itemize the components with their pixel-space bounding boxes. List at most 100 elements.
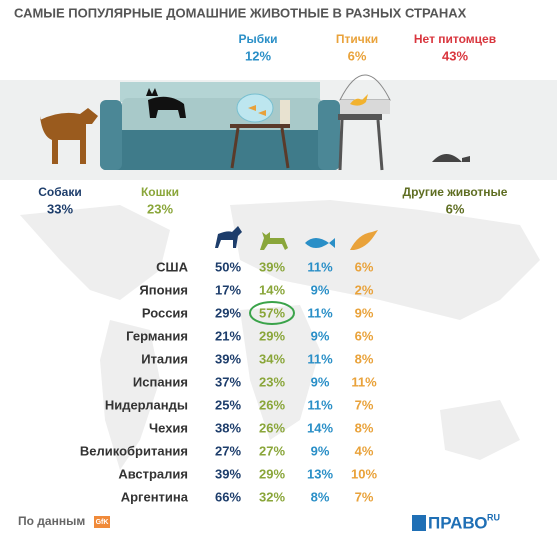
decoration [339, 74, 391, 101]
pet-share: 6% [348, 48, 367, 63]
country: Россия [142, 305, 188, 320]
pet-percent: 6% [355, 259, 374, 274]
pet-percent: 11% [307, 259, 333, 274]
decoration [376, 119, 384, 171]
pet-percent: 34% [259, 351, 285, 366]
decoration [248, 105, 266, 116]
pet-percent: 29% [259, 328, 285, 343]
decoration [280, 127, 290, 169]
pet-percent: 6% [355, 328, 374, 343]
pet-percent: 9% [355, 305, 374, 320]
decoration [100, 320, 160, 470]
pet-percent: 8% [355, 351, 374, 366]
pet-percent: 11% [307, 305, 333, 320]
pet-percent: 13% [307, 466, 333, 481]
pet-share: 43% [442, 48, 468, 63]
pet-percent: 39% [259, 259, 285, 274]
pet-share: 6% [446, 201, 465, 216]
decoration [20, 205, 170, 300]
pet-percent: 8% [355, 420, 374, 435]
decoration [100, 130, 340, 170]
pet-percent: 9% [311, 328, 330, 343]
pet-percent: 50% [215, 259, 241, 274]
decoration [249, 301, 295, 325]
decoration [215, 226, 242, 248]
country: Италия [141, 351, 188, 366]
decoration [100, 100, 122, 170]
decoration [230, 127, 240, 169]
brand-suffix: RU [487, 512, 500, 522]
decoration [40, 108, 98, 164]
pet-share: 23% [147, 201, 173, 216]
decoration [350, 94, 368, 106]
pet-percent: 9% [311, 282, 330, 297]
decoration [230, 200, 540, 320]
decoration [240, 305, 320, 440]
decoration [230, 124, 290, 128]
pet-share: 12% [245, 48, 271, 63]
pet-share: 33% [47, 201, 73, 216]
pet-percent: 21% [215, 328, 241, 343]
pet-percent: 2% [355, 282, 374, 297]
source-label: По данным [18, 514, 85, 528]
pet-percent: 17% [215, 282, 241, 297]
pet-percent: 7% [355, 489, 374, 504]
pet-percent: 4% [355, 443, 374, 458]
group: Собаки 33% Кошки 23% Рыбки 12% Птички 6% Нет пит… [18, 32, 508, 532]
decoration [338, 119, 344, 171]
decoration [412, 515, 426, 531]
pet-percent: 9% [311, 374, 330, 389]
pet-percent: 26% [259, 420, 285, 435]
decoration [318, 100, 340, 170]
source-logo: GfK [96, 519, 109, 526]
pet-percent: 27% [259, 443, 285, 458]
country: Германия [126, 328, 188, 343]
pet-percent: 26% [259, 397, 285, 412]
pet-percent: 14% [307, 420, 333, 435]
country: США [156, 259, 188, 274]
pet-percent: 39% [215, 351, 241, 366]
brand: ПРАВО [428, 513, 487, 532]
pet-percent: 27% [215, 443, 241, 458]
pet-percent: 38% [215, 420, 241, 435]
decoration [94, 516, 110, 528]
country: Испания [133, 374, 188, 389]
decoration [350, 230, 378, 250]
decoration [440, 400, 520, 460]
pet-percent: 39% [215, 466, 241, 481]
pet-label: Кошки [141, 185, 179, 199]
country: Австралия [118, 466, 188, 481]
decoration [338, 114, 382, 120]
pet-label: Собаки [38, 185, 81, 199]
pet-percent: 32% [259, 489, 285, 504]
pet-percent: 23% [259, 374, 285, 389]
pet-label: Нет питомцев [414, 32, 496, 46]
pet-percent: 66% [215, 489, 241, 504]
country: Япония [139, 282, 188, 297]
country: Аргентина [121, 489, 189, 504]
pet-percent: 14% [259, 282, 285, 297]
pet-percent: 37% [215, 374, 241, 389]
pet-percent: 11% [307, 351, 333, 366]
pet-percent: 57% [259, 305, 285, 320]
pet-percent: 11% [307, 397, 333, 412]
decoration [146, 88, 186, 118]
decoration [260, 232, 288, 250]
title: САМЫЕ ПОПУЛЯРНЫЕ ДОМАШНИЕ ЖИВОТНЫЕ В РАЗ… [14, 5, 467, 20]
pet-label: Рыбки [238, 32, 277, 46]
country: Чехия [149, 420, 188, 435]
decoration [120, 82, 320, 102]
pet-label: Птички [336, 32, 378, 46]
pet-percent: 10% [351, 466, 377, 481]
pet-percent: 25% [215, 397, 241, 412]
country: Великобритания [80, 443, 188, 458]
country: Нидерланды [105, 397, 188, 412]
decoration [432, 154, 470, 162]
pet-label: Другие животные [403, 185, 508, 199]
pet-percent: 9% [311, 443, 330, 458]
decoration [305, 238, 335, 248]
group [20, 200, 540, 470]
pet-percent: 29% [259, 466, 285, 481]
pet-percent: 7% [355, 397, 374, 412]
